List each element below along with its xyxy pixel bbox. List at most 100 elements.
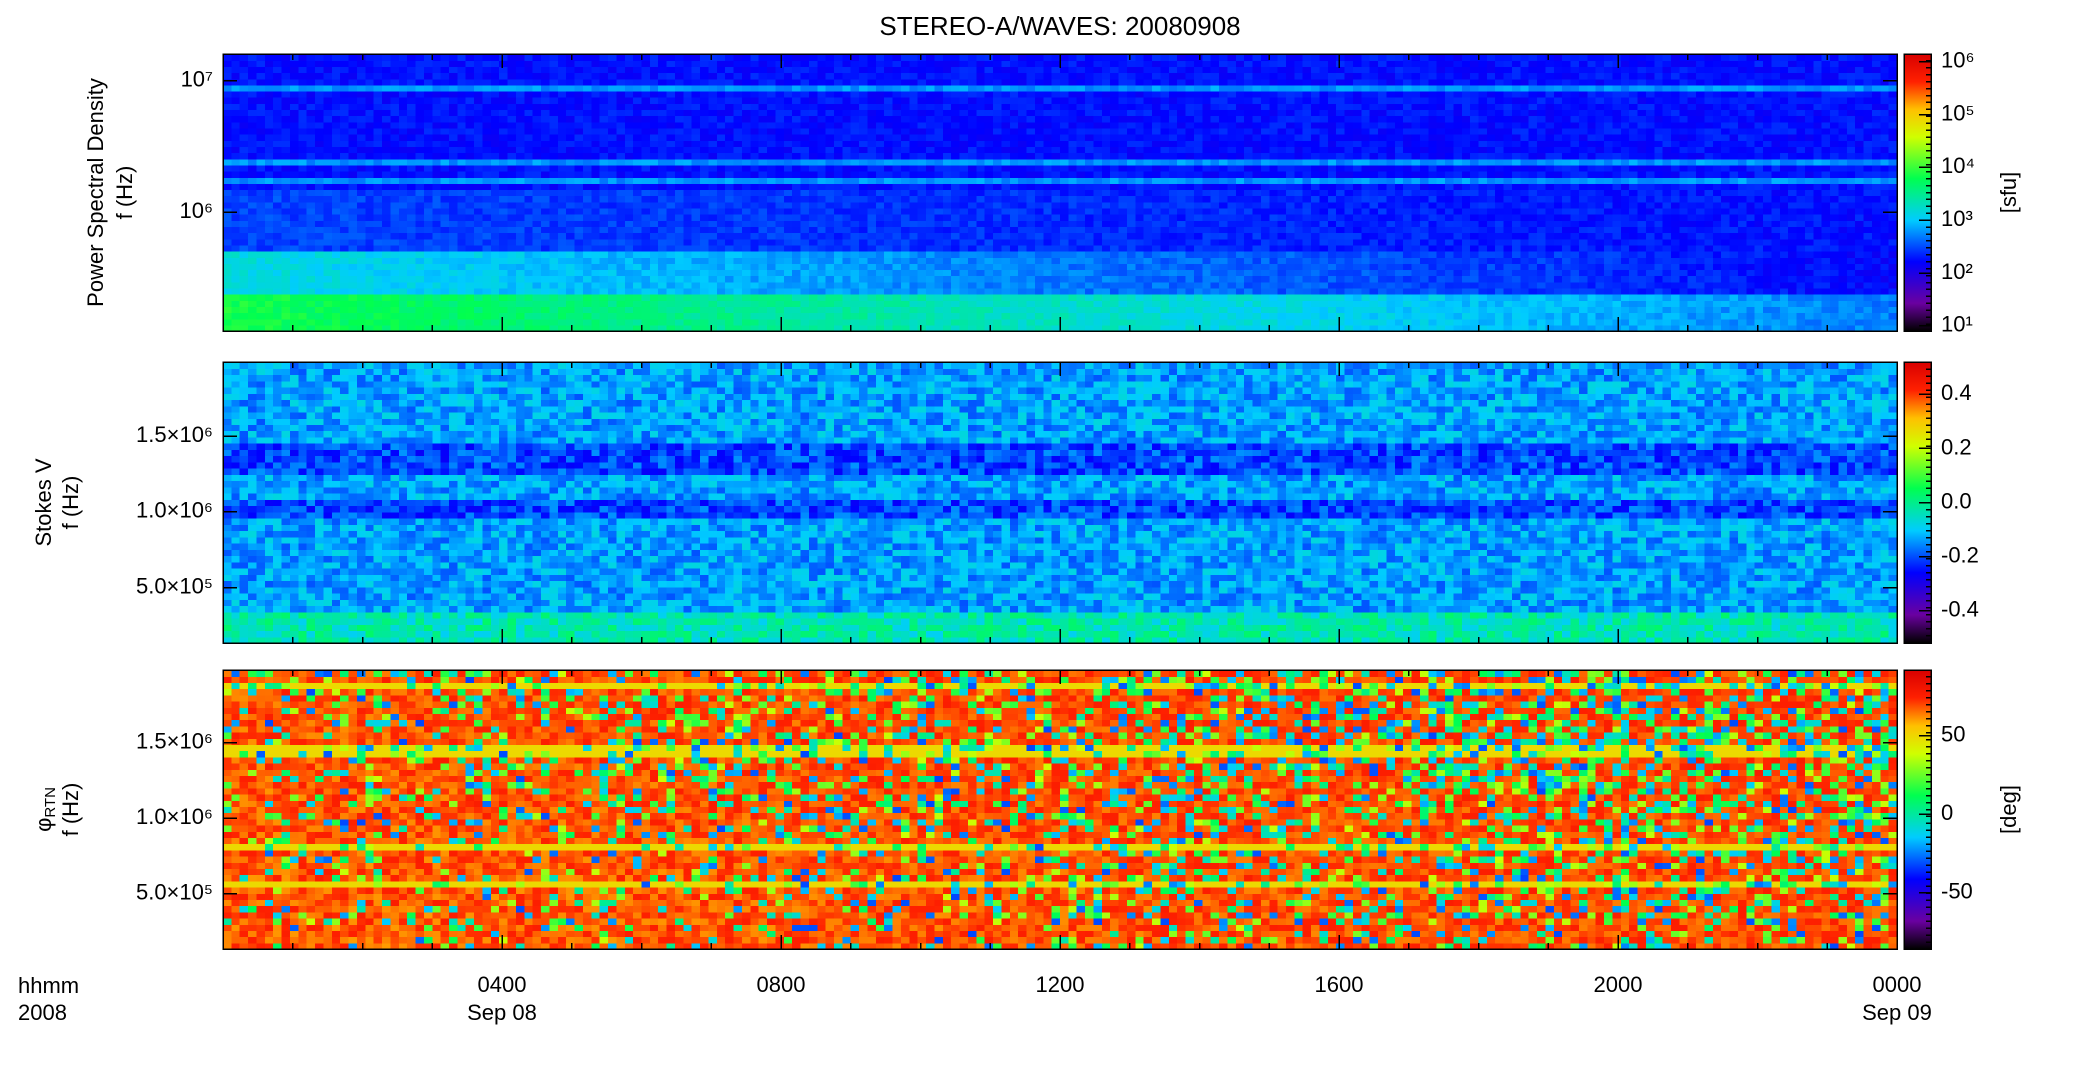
spectrogram-cell [1010,85,1019,92]
spectrogram-cell [742,183,751,190]
spectrogram-cell [399,85,408,92]
spectrogram-cell [859,146,868,153]
spectrogram-cell [1077,153,1086,160]
spectrogram-cell [441,97,450,104]
spectrogram-cell [784,233,793,240]
spectrogram-cell [642,140,651,147]
spectrogram-cell [558,128,567,135]
spectrogram-cell [834,263,843,270]
spectrogram-cell [315,79,324,86]
spectrogram-cell [499,276,508,283]
spectrogram-cell [750,134,759,141]
spectrogram-cell [876,134,885,141]
spectrogram-cell [449,294,458,301]
spectrogram-cell [750,79,759,86]
spectrogram-cell [792,73,801,80]
spectrogram-cell [876,103,885,110]
spectrogram-cell [1094,208,1103,215]
spectrogram-cell [608,66,617,73]
spectrogram-cell [901,66,910,73]
spectrogram-cell [759,134,768,141]
spectrogram-cell [767,165,776,172]
spectrogram-cell [558,177,567,184]
spectrogram-cell [993,282,1002,289]
spectrogram-cell [851,233,860,240]
spectrogram-cell [767,196,776,203]
spectrogram-cell [734,60,743,67]
spectrogram-cell [1127,239,1136,246]
spectrogram-cell [642,66,651,73]
spectrogram-cell [851,73,860,80]
spectrogram-cell [884,196,893,203]
spectrogram-cell [265,91,274,98]
spectrogram-cell [817,294,826,301]
spectrogram-cell [675,220,684,227]
spectrogram-cell [901,220,910,227]
spectrogram-cell [792,226,801,233]
spectrogram-cell [675,269,684,276]
spectrogram-cell [1144,66,1153,73]
spectrogram-cell [1043,134,1052,141]
spectrogram-cell [642,220,651,227]
spectrogram-cell [608,276,617,283]
spectrogram-cell [792,257,801,264]
spectrogram-cell [658,134,667,141]
spectrogram-cell [759,251,768,258]
spectrogram-cell [290,171,299,178]
spectrogram-cell [692,288,701,295]
spectrogram-cell [298,313,307,320]
spectrogram-cell [583,233,592,240]
spectrogram-cell [231,79,240,86]
spectrogram-cell [508,276,517,283]
spectrogram-cell [1135,159,1144,166]
spectrogram-cell [700,294,709,301]
spectrogram-cell [876,306,885,313]
spectrogram-cell [943,97,952,104]
spectrogram-cell [399,189,408,196]
spectrogram-cell [1001,97,1010,104]
spectrogram-cell [298,276,307,283]
spectrogram-cell [1018,183,1027,190]
spectrogram-cell [767,122,776,129]
spectrogram-cell [349,60,358,67]
spectrogram-cell [1018,85,1027,92]
spectrogram-cell [340,269,349,276]
spectrogram-cell [976,97,985,104]
spectrogram-cell [583,257,592,264]
spectrogram-cell [1027,153,1036,160]
spectrogram-cell [616,233,625,240]
spectrogram-cell [382,319,391,326]
spectrogram-cell [960,116,969,123]
spectrogram-cell [675,73,684,80]
spectrogram-cell [633,85,642,92]
spectrogram-cell [667,220,676,227]
spectrogram-cell [290,189,299,196]
spectrogram-cell [851,134,860,141]
spectrogram-cell [625,233,634,240]
spectrogram-cell [591,146,600,153]
spectrogram-cell [868,134,877,141]
spectrogram-cell [1127,288,1136,295]
spectrogram-cell [1102,54,1111,61]
spectrogram-cell [616,73,625,80]
spectrogram-cell [809,183,818,190]
spectrogram-cell [642,214,651,221]
spectrogram-cell [1043,54,1052,61]
spectrogram-cell [750,257,759,264]
spectrogram-cell [817,165,826,172]
spectrogram-cell [449,183,458,190]
spectrogram-cell [1102,306,1111,313]
spectrogram-cell [248,116,257,123]
spectrogram-cell [993,294,1002,301]
spectrogram-cell [951,97,960,104]
spectrogram-cell [223,97,232,104]
spectrogram-cell [608,73,617,80]
spectrogram-cell [633,208,642,215]
spectrogram-cell [968,109,977,116]
spectrogram-cell [1043,122,1052,129]
spectrogram-cell [1119,159,1128,166]
spectrogram-cell [1085,300,1094,307]
spectrogram-cell [842,183,851,190]
spectrogram-cell [432,202,441,209]
spectrogram-cell [859,66,868,73]
